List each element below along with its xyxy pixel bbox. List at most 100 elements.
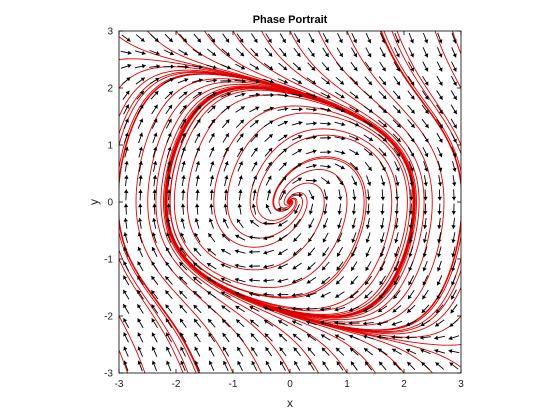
quiver-arrow xyxy=(362,334,374,340)
quiver-arrow xyxy=(221,233,231,242)
quiver-arrow xyxy=(193,247,202,257)
quiver-arrow xyxy=(422,260,428,272)
quiver-arrow xyxy=(164,90,174,100)
quiver-arrow xyxy=(378,105,388,114)
quiver-arrow xyxy=(291,135,303,141)
quiver-arrow xyxy=(277,263,289,269)
quiver-arrow xyxy=(321,62,330,72)
quiver-arrow xyxy=(178,91,188,99)
quiver-arrow xyxy=(177,78,189,84)
quiver-arrow xyxy=(436,246,442,258)
quiver-arrow xyxy=(181,160,186,172)
quiver-arrow xyxy=(248,249,260,255)
quiver-arrow xyxy=(278,333,288,342)
quiver-arrow xyxy=(151,232,157,243)
quiver-arrow xyxy=(207,232,216,243)
quiver-arrow xyxy=(263,235,275,241)
quiver-arrow xyxy=(124,189,129,201)
quiver-arrow xyxy=(206,92,217,99)
quiver-arrow xyxy=(349,290,359,299)
quiver-arrow xyxy=(206,64,218,70)
quiver-arrow xyxy=(150,289,159,300)
x-tick-label: 2 xyxy=(401,379,407,390)
quiver-arrow xyxy=(363,305,374,312)
quiver-arrow xyxy=(180,203,186,215)
quiver-arrow xyxy=(291,320,303,326)
quiver-arrow xyxy=(181,189,186,201)
quiver-arrow xyxy=(149,49,160,56)
quiver-arrow xyxy=(393,61,401,72)
quiver-arrow xyxy=(151,304,159,314)
x-tick-label: 1 xyxy=(344,379,350,390)
quiver-arrow xyxy=(378,147,387,157)
quiver-arrow xyxy=(222,132,230,143)
quiver-arrow xyxy=(391,320,403,326)
quiver-arrow xyxy=(277,220,288,227)
quiver-arrow xyxy=(450,118,458,129)
quiver-arrow xyxy=(221,318,231,328)
quiver-arrow xyxy=(193,33,202,43)
quiver-arrow xyxy=(321,77,331,85)
quiver-arrow xyxy=(322,218,329,229)
quiver-arrow xyxy=(436,90,443,101)
quiver-arrow xyxy=(292,77,303,84)
quiver-arrow xyxy=(151,104,158,115)
quiver-arrow xyxy=(365,217,371,229)
quiver-arrow xyxy=(292,262,302,270)
quiver-arrow xyxy=(320,149,332,155)
quiver-arrow xyxy=(380,189,385,201)
quiver-arrow xyxy=(193,304,202,314)
quiver-arrow xyxy=(194,146,201,158)
quiver-arrow xyxy=(194,232,201,243)
quiver-arrow xyxy=(207,105,216,114)
quiver-arrow xyxy=(305,121,317,126)
quiver-arrow xyxy=(152,146,158,158)
quiver-arrow xyxy=(136,289,144,300)
quiver-arrow xyxy=(250,346,258,357)
quiver-arrow xyxy=(122,289,130,300)
quiver-arrow xyxy=(194,360,200,372)
quiver-arrow xyxy=(249,219,260,227)
quiver-arrow xyxy=(407,289,415,300)
quiver-arrow xyxy=(265,33,272,44)
quiver-arrow xyxy=(137,118,144,129)
quiver-arrow xyxy=(291,93,303,98)
quiver-arrow xyxy=(449,319,459,328)
quiver-arrow xyxy=(421,133,429,143)
quiver-arrow xyxy=(123,203,129,215)
quiver-arrow xyxy=(366,175,372,186)
quiver-arrow xyxy=(221,48,231,57)
quiver-arrow xyxy=(152,160,158,172)
quiver-arrow xyxy=(195,160,201,172)
quiver-arrow xyxy=(209,175,215,187)
quiver-arrow xyxy=(408,161,414,172)
quiver-arrow xyxy=(152,217,157,229)
quiver-arrow xyxy=(250,48,259,57)
quiver-arrow xyxy=(277,248,288,256)
quiver-arrow xyxy=(206,78,218,83)
quiver-arrow xyxy=(237,161,243,172)
quiver-arrow xyxy=(408,275,415,286)
quiver-arrow xyxy=(434,319,445,327)
quiver-arrow xyxy=(378,119,388,128)
x-tick-label: -2 xyxy=(172,379,181,390)
quiver-arrow xyxy=(278,134,288,142)
quiver-arrow xyxy=(437,175,443,187)
quiver-arrow xyxy=(449,362,459,370)
quiver-arrow xyxy=(380,175,386,187)
quiver-arrow xyxy=(166,346,172,357)
quiver-arrow xyxy=(165,332,172,343)
quiver-arrow xyxy=(320,291,331,298)
x-axis-label: x xyxy=(287,396,293,410)
quiver-arrow xyxy=(337,32,343,44)
quiver-arrow xyxy=(394,47,400,58)
x-tick-label: -3 xyxy=(115,379,124,390)
quiver-arrow xyxy=(321,276,331,285)
quiver-arrow xyxy=(266,189,272,201)
quiver-arrow xyxy=(251,360,258,371)
quiver-arrow xyxy=(294,33,301,44)
quiver-arrow xyxy=(334,106,346,113)
quiver-arrow xyxy=(221,119,230,129)
quiver-arrow xyxy=(350,275,359,285)
quiver-arrow xyxy=(408,217,413,229)
